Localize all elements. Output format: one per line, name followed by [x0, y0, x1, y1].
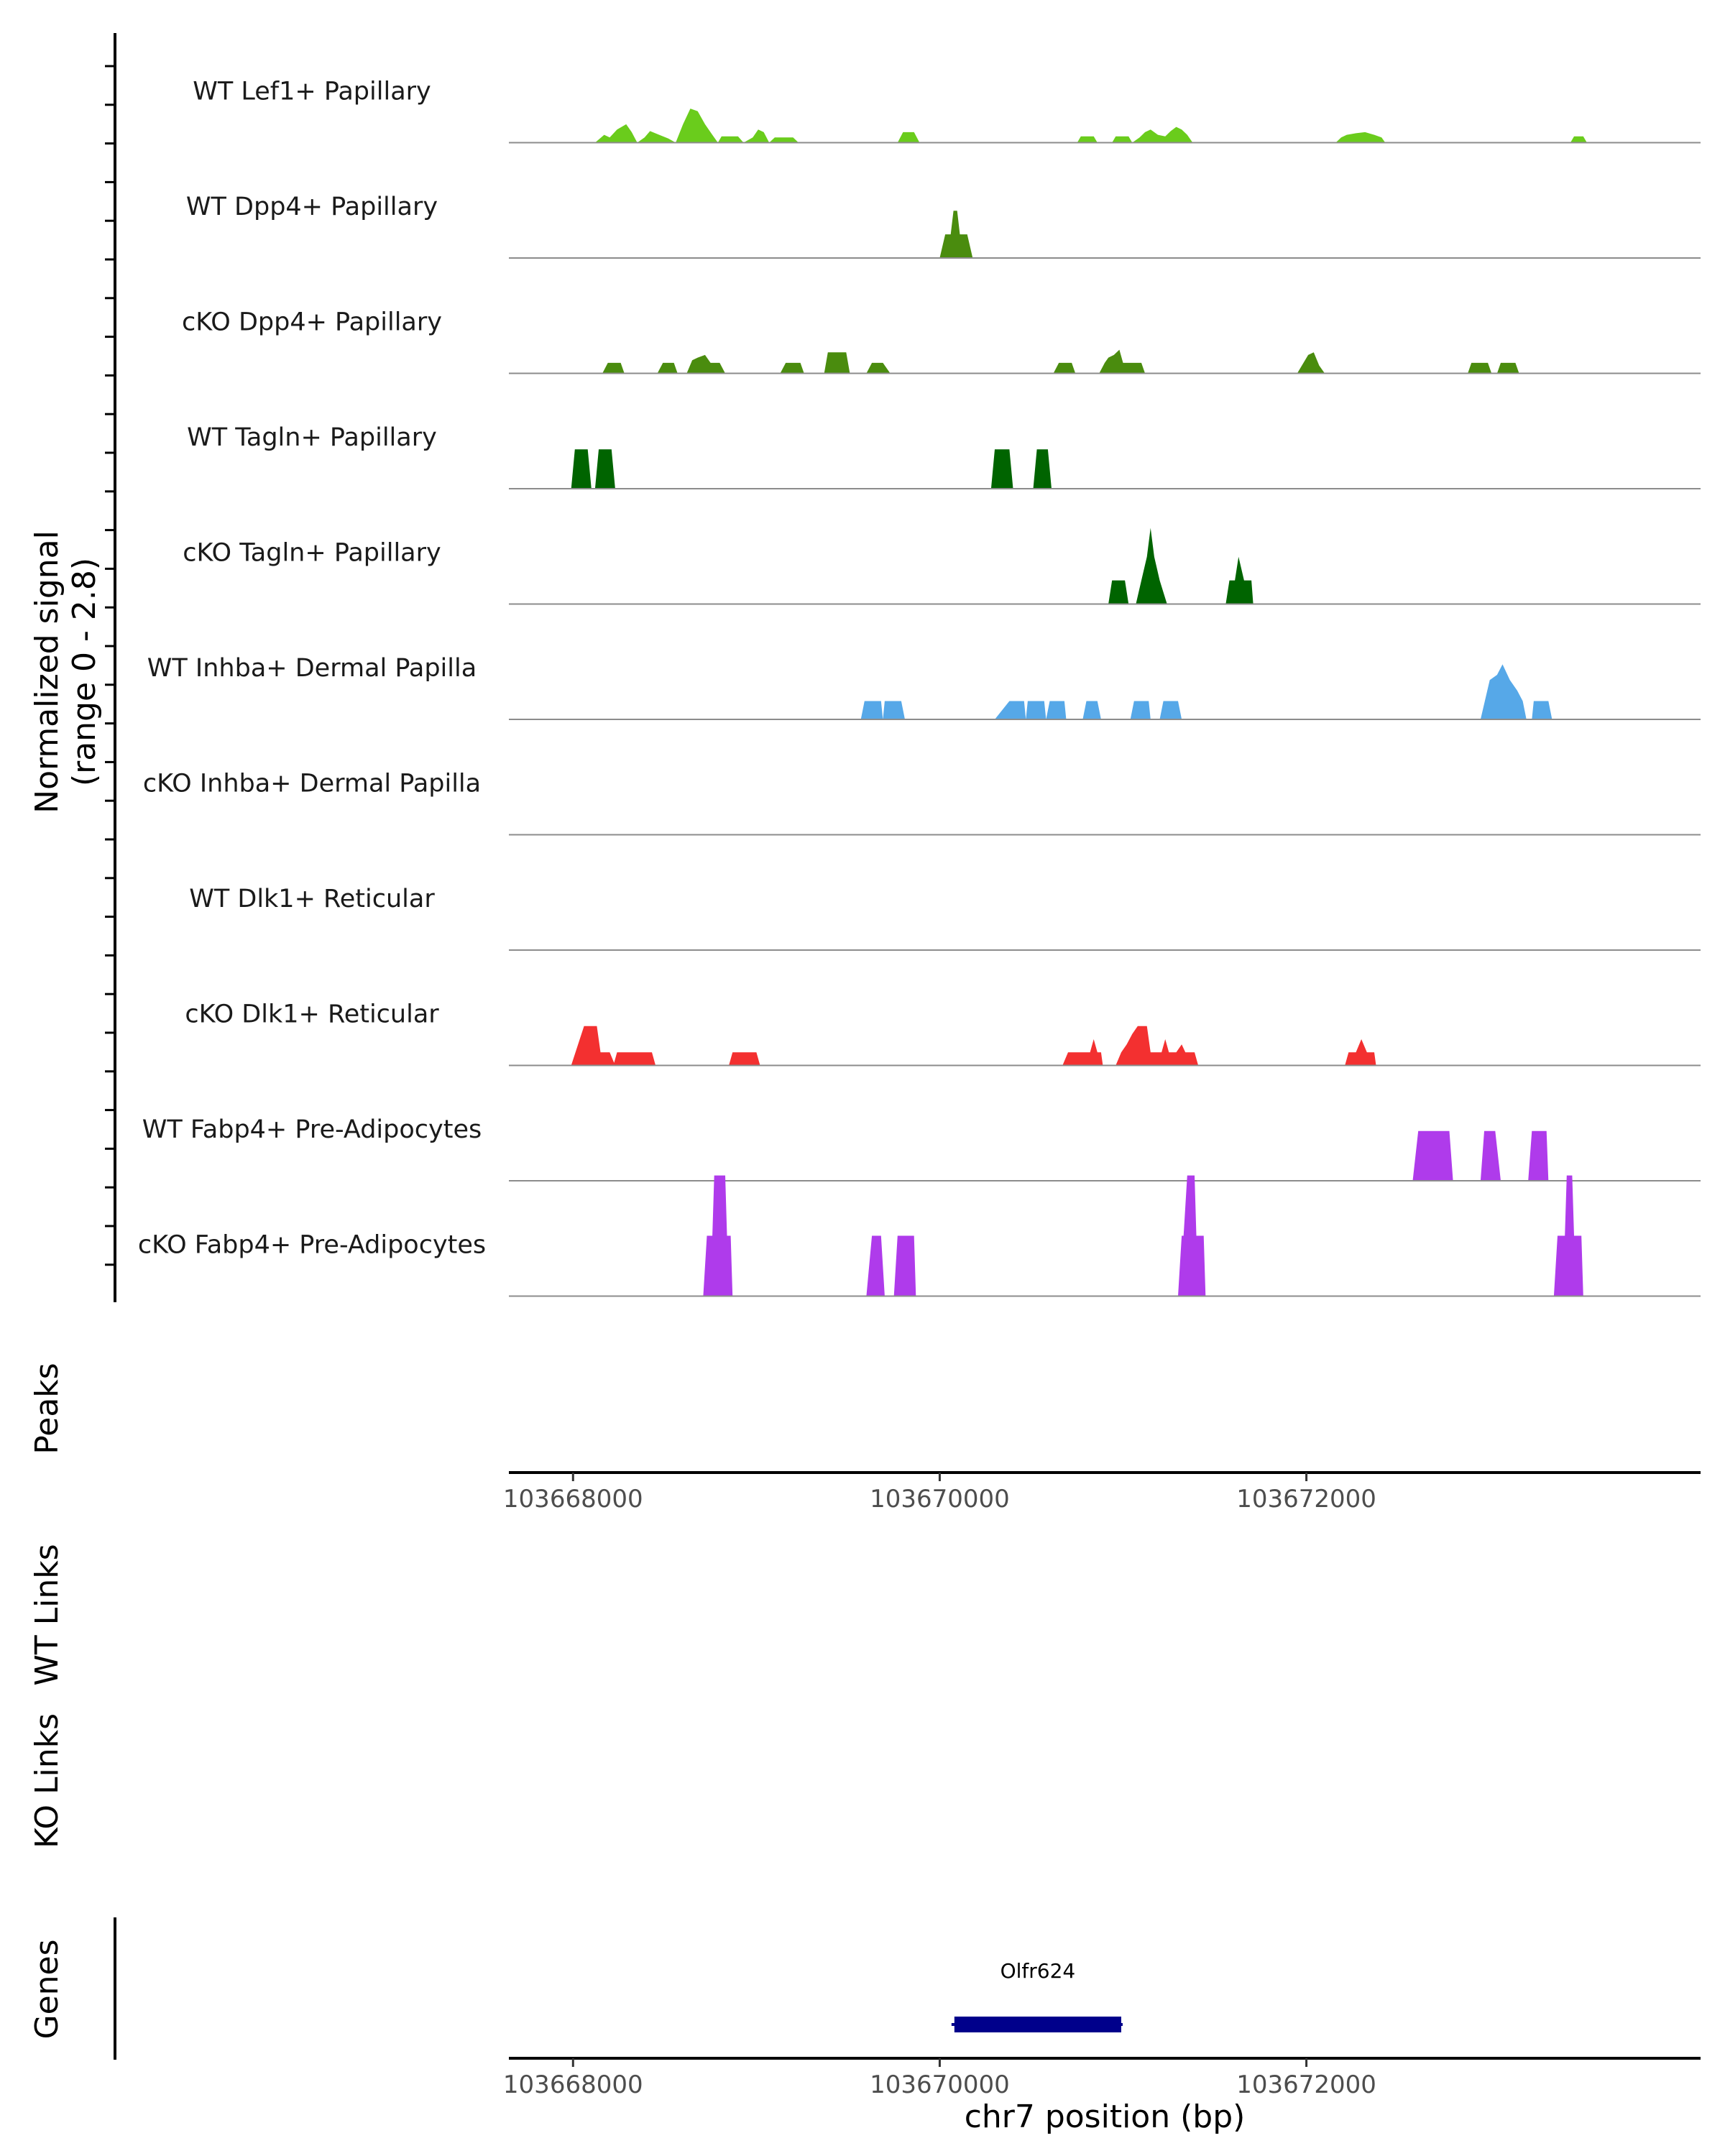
- track-label: WT Fabp4+ Pre-Adipocytes: [142, 1115, 482, 1144]
- y-axis-title: Normalized signal: [29, 530, 65, 814]
- peaks-panel-label: Peaks: [29, 1363, 65, 1454]
- gene-label: Olfr624: [1000, 1959, 1076, 1983]
- track-label: WT Dpp4+ Papillary: [186, 193, 438, 221]
- track: WT Tagln+ Papillary: [187, 423, 1701, 489]
- genes-panel-label: Genes: [29, 1939, 65, 2039]
- genes-x-axis: 103668000 103670000 103672000: [503, 2058, 1376, 2099]
- track: cKO Fabp4+ Pre-Adipocytes: [138, 1175, 1701, 1297]
- track: cKO Inhba+ Dermal Papilla: [143, 770, 1701, 836]
- track: WT Fabp4+ Pre-Adipocytes: [142, 1115, 1701, 1181]
- x-axis-title: chr7 position (bp): [965, 2099, 1246, 2135]
- track: WT Inhba+ Dermal Papilla: [147, 654, 1701, 720]
- signal-area: [571, 1026, 1376, 1066]
- signal-area: [703, 1175, 1583, 1296]
- track-label: cKO Fabp4+ Pre-Adipocytes: [138, 1231, 486, 1260]
- track-label: cKO Dlk1+ Reticular: [185, 1000, 439, 1029]
- x-tick-label: 103668000: [503, 1485, 643, 1514]
- track-label: WT Lef1+ Papillary: [193, 78, 431, 106]
- track: cKO Dlk1+ Reticular: [185, 1000, 1701, 1067]
- signal-area: [594, 109, 1587, 143]
- ko-links-panel-label: KO Links: [29, 1713, 65, 1848]
- track-label: cKO Dpp4+ Papillary: [182, 308, 442, 337]
- x-tick-label: 103668000: [503, 2070, 643, 2099]
- track: WT Dlk1+ Reticular: [189, 885, 1701, 951]
- track-label: WT Inhba+ Dermal Papilla: [147, 654, 477, 683]
- track: WT Dpp4+ Papillary: [186, 193, 1701, 259]
- x-tick-label: 103672000: [1236, 1485, 1376, 1514]
- track: WT Lef1+ Papillary: [193, 78, 1701, 144]
- track: cKO Tagln+ Papillary: [183, 528, 1701, 605]
- signal-area: [1412, 1130, 1549, 1181]
- gene-track: Olfr624: [951, 1959, 1123, 2032]
- x-tick-label: 103672000: [1236, 2070, 1376, 2099]
- y-axis-subtitle: (range 0 - 2.8): [66, 558, 103, 786]
- x-tick-label: 103670000: [870, 2070, 1010, 2099]
- track-label: cKO Inhba+ Dermal Papilla: [143, 770, 481, 798]
- signal-area: [939, 211, 973, 258]
- y-axis-ticks: [105, 65, 115, 1266]
- signal-tracks: WT Lef1+ Papillary WT Dpp4+ Papillary cKO …: [138, 78, 1701, 1297]
- wt-links-panel-label: WT Links: [29, 1544, 65, 1685]
- track-label: WT Tagln+ Papillary: [187, 423, 437, 452]
- x-tick-label: 103670000: [870, 1485, 1010, 1514]
- signal-area: [602, 349, 1519, 374]
- track: cKO Dpp4+ Papillary: [182, 308, 1701, 374]
- signal-area: [860, 664, 1552, 719]
- signal-area: [571, 449, 1052, 489]
- track-label: cKO Tagln+ Papillary: [183, 539, 441, 568]
- signal-area: [1108, 528, 1254, 604]
- peaks-x-axis: 103668000 103670000 103672000: [503, 1473, 1376, 1514]
- track-label: WT Dlk1+ Reticular: [189, 885, 435, 913]
